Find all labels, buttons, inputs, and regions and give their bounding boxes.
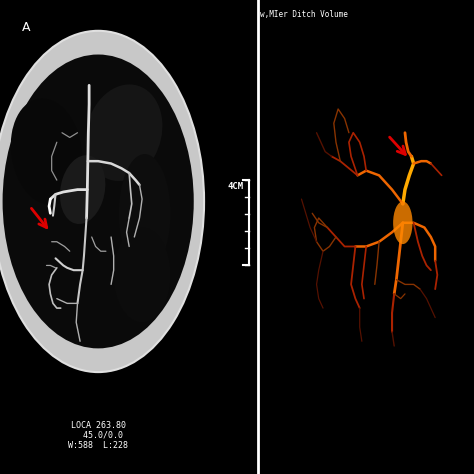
Text: A: A [22,21,30,34]
Ellipse shape [2,55,194,348]
Ellipse shape [60,155,105,224]
Ellipse shape [86,84,163,181]
Ellipse shape [119,154,171,273]
Text: LOCA 263.80
  45.0/0.0
W:588  L:228: LOCA 263.80 45.0/0.0 W:588 L:228 [68,420,128,450]
Text: w,MIer Ditch Volume: w,MIer Ditch Volume [261,10,348,19]
Text: 4CM: 4CM [228,182,244,191]
Ellipse shape [11,99,82,205]
Ellipse shape [393,201,412,244]
Ellipse shape [19,213,84,309]
Ellipse shape [114,228,171,322]
Ellipse shape [0,31,204,372]
Ellipse shape [53,242,143,346]
